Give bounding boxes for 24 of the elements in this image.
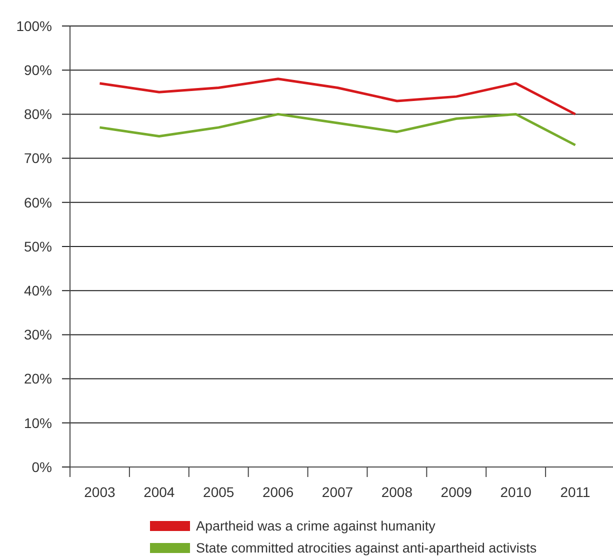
- y-tick-label: 10%: [24, 414, 52, 431]
- y-tick-label: 20%: [24, 370, 52, 387]
- x-tick-label: 2008: [381, 484, 413, 500]
- x-tick-label: 2007: [322, 484, 354, 500]
- y-tick-label: 80%: [24, 106, 52, 122]
- line-series: [98, 78, 577, 116]
- y-tick-label: 100%: [16, 18, 52, 34]
- y-tick-label: 0%: [32, 458, 52, 475]
- y-tick-label: 30%: [24, 326, 52, 343]
- x-tick-label: 2010: [500, 484, 532, 500]
- x-tick-label: 2004: [144, 484, 175, 500]
- legend-label: State committed atrocities against anti-apartheid activists: [196, 540, 537, 556]
- line-series: [98, 112, 577, 146]
- x-tick-label: 2003: [84, 484, 116, 500]
- y-tick-label: 70%: [24, 150, 52, 166]
- legend-label: Apartheid was a crime against humanity: [196, 518, 436, 534]
- x-tick-label: 2005: [203, 484, 234, 500]
- y-tick-label: 60%: [24, 194, 52, 210]
- y-tick-label: 50%: [24, 238, 52, 254]
- x-tick-label: 2011: [560, 484, 591, 500]
- y-tick-label: 90%: [24, 62, 52, 78]
- x-tick-label: 2009: [440, 484, 472, 500]
- x-tick-label: 2006: [262, 484, 294, 500]
- y-tick-label: 40%: [24, 282, 52, 298]
